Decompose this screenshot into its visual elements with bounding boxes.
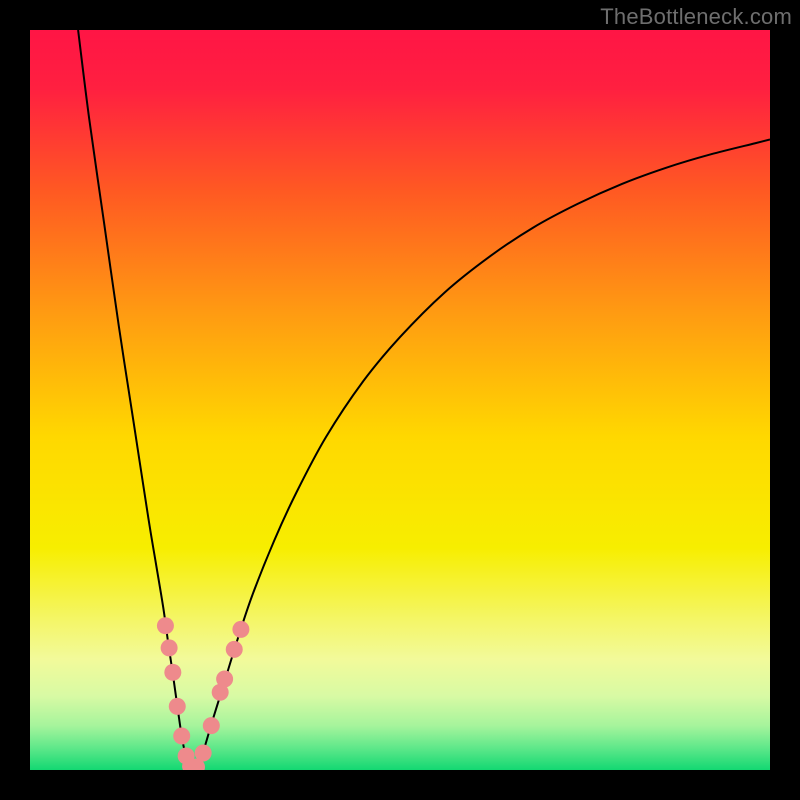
curve-right-branch [194,140,770,770]
marker-point [161,639,178,656]
marker-point [169,698,186,715]
marker-point [226,641,243,658]
marker-point [164,664,181,681]
marker-point [232,621,249,638]
marker-point [216,670,233,687]
marker-point [203,717,220,734]
watermark-label: TheBottleneck.com [600,4,792,30]
plot-area [30,30,770,770]
chart-stage: TheBottleneck.com [0,0,800,800]
marker-point [195,744,212,761]
marker-point [173,727,190,744]
chart-svg [30,30,770,770]
curve-left-branch [78,30,193,770]
marker-point [157,617,174,634]
